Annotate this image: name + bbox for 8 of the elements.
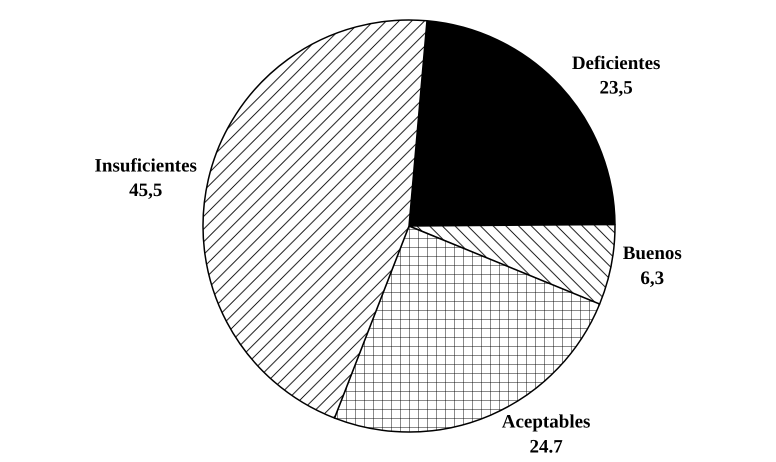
data-label: 6,3 <box>640 268 664 289</box>
data-label: 23,5 <box>600 78 633 99</box>
data-label: 45,5 <box>129 180 162 201</box>
slice-label: Buenos <box>622 243 682 264</box>
data-label: 24.7 <box>529 436 564 458</box>
slice-label: Aceptables <box>502 412 590 433</box>
slice-label: Insuficientes <box>94 155 197 176</box>
slice-label: Deficientes <box>572 52 660 74</box>
